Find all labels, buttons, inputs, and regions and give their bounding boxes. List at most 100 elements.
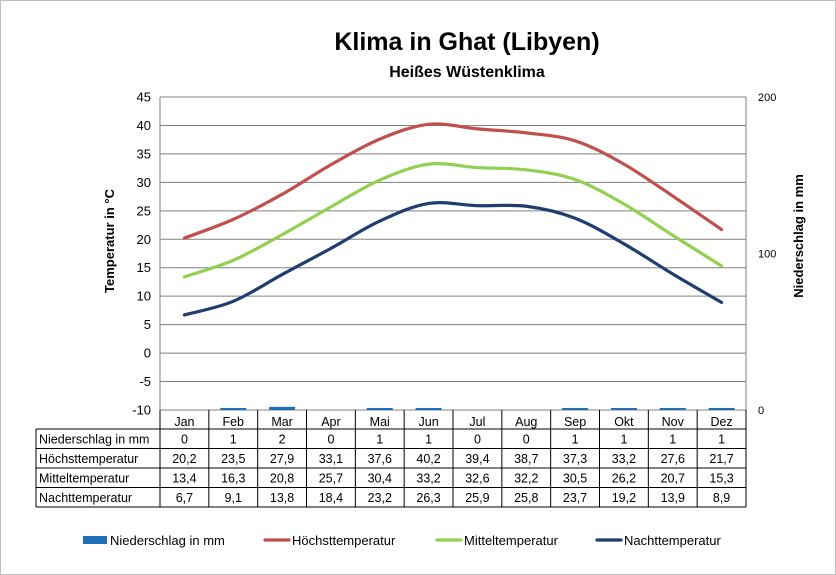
cell-hoechsttemperatur-jul: 39,4 bbox=[465, 452, 489, 466]
cell-hoechsttemperatur-apr: 33,1 bbox=[319, 452, 343, 466]
chart-subtitle: Heißes Wüstenklima bbox=[389, 64, 545, 81]
y-axis-label: Temperatur in °C bbox=[102, 188, 117, 293]
cell-niederschlag-in-mm-jul: 0 bbox=[474, 433, 481, 447]
cell-niederschlag-in-mm-mai: 1 bbox=[376, 433, 383, 447]
precipitation-bars bbox=[220, 406, 735, 410]
y-tick-label: 15 bbox=[137, 260, 151, 275]
cell-nachttemperatur-jun: 26,3 bbox=[416, 491, 440, 505]
y-tick-label: 20 bbox=[137, 232, 151, 247]
bar-sep bbox=[562, 408, 589, 410]
month-label-nov: Nov bbox=[662, 415, 685, 429]
cell-niederschlag-in-mm-nov: 1 bbox=[669, 433, 676, 447]
cell-niederschlag-in-mm-dez: 1 bbox=[718, 433, 725, 447]
bar-feb bbox=[220, 408, 247, 410]
month-label-aug: Aug bbox=[515, 415, 537, 429]
cell-mitteltemperatur-mar: 20,8 bbox=[270, 472, 294, 486]
temperature-lines bbox=[182, 122, 724, 317]
cell-hoechsttemperatur-jun: 40,2 bbox=[416, 452, 440, 466]
cell-nachttemperatur-jul: 25,9 bbox=[465, 491, 489, 505]
cell-nachttemperatur-nov: 13,9 bbox=[661, 491, 685, 505]
month-label-apr: Apr bbox=[321, 415, 340, 429]
cell-niederschlag-in-mm-apr: 0 bbox=[327, 433, 334, 447]
bar-mar bbox=[269, 406, 296, 410]
cell-hoechsttemperatur-mar: 27,9 bbox=[270, 452, 294, 466]
line-mitteltemperatur bbox=[182, 162, 724, 279]
month-label-dez: Dez bbox=[710, 415, 732, 429]
row-header-mitteltemperatur: Mitteltemperatur bbox=[39, 472, 129, 486]
month-label-jan: Jan bbox=[174, 415, 194, 429]
cell-nachttemperatur-mar: 13,8 bbox=[270, 491, 294, 505]
cell-mitteltemperatur-jun: 33,2 bbox=[416, 472, 440, 486]
cell-mitteltemperatur-dez: 15,3 bbox=[709, 472, 733, 486]
bar-jun bbox=[415, 408, 442, 410]
bar-dez bbox=[708, 408, 735, 410]
data-table: Jan Feb Mar Apr Mai Jun Jul Aug Sep Okt Nov Dez Nied… bbox=[35, 410, 747, 508]
cell-hoechsttemperatur-dez: 21,7 bbox=[709, 452, 733, 466]
month-label-mar: Mar bbox=[271, 415, 293, 429]
cell-hoechsttemperatur-nov: 27,6 bbox=[661, 452, 685, 466]
cell-hoechsttemperatur-feb: 23,5 bbox=[221, 452, 245, 466]
cell-mitteltemperatur-jan: 13,4 bbox=[172, 472, 196, 486]
bar-mai bbox=[366, 408, 393, 410]
cell-nachttemperatur-apr: 18,4 bbox=[319, 491, 343, 505]
legend-swatch-niederschlag-in-mm bbox=[83, 536, 107, 544]
line-hoechsttemperatur bbox=[182, 122, 724, 240]
cell-hoechsttemperatur-jan: 20,2 bbox=[172, 452, 196, 466]
y-tick-label: 25 bbox=[137, 203, 151, 218]
y-tick-label: 10 bbox=[137, 289, 151, 304]
y-tick-label: 40 bbox=[137, 118, 151, 133]
y-tick-label: 30 bbox=[137, 175, 151, 190]
y-tick-label: -5 bbox=[139, 374, 151, 389]
month-label-jul: Jul bbox=[469, 415, 485, 429]
cell-niederschlag-in-mm-mar: 2 bbox=[279, 433, 286, 447]
cell-mitteltemperatur-mai: 30,4 bbox=[368, 472, 392, 486]
y-tick-label: -10 bbox=[132, 403, 151, 418]
cell-hoechsttemperatur-okt: 33,2 bbox=[612, 452, 636, 466]
y-tick-label: 45 bbox=[137, 90, 151, 105]
cell-niederschlag-in-mm-sep: 1 bbox=[572, 433, 579, 447]
cell-niederschlag-in-mm-jan: 0 bbox=[181, 433, 188, 447]
cell-hoechsttemperatur-mai: 37,6 bbox=[368, 452, 392, 466]
month-label-okt: Okt bbox=[614, 415, 634, 429]
cell-niederschlag-in-mm-okt: 1 bbox=[620, 433, 627, 447]
cell-nachttemperatur-okt: 19,2 bbox=[612, 491, 636, 505]
y-tick-label: 35 bbox=[137, 146, 151, 161]
cell-nachttemperatur-aug: 25,8 bbox=[514, 491, 538, 505]
y2-tick-label: 100 bbox=[758, 249, 776, 261]
bar-okt bbox=[610, 408, 637, 410]
chart-title: Klima in Ghat (Libyen) bbox=[334, 28, 599, 56]
y2-axis-label: Niederschlag in mm bbox=[791, 174, 806, 298]
cell-hoechsttemperatur-sep: 37,3 bbox=[563, 452, 587, 466]
cell-mitteltemperatur-jul: 32,6 bbox=[465, 472, 489, 486]
y-tick-label: 0 bbox=[144, 346, 151, 361]
cell-mitteltemperatur-feb: 16,3 bbox=[221, 472, 245, 486]
cell-mitteltemperatur-sep: 30,5 bbox=[563, 472, 587, 486]
cell-hoechsttemperatur-aug: 38,7 bbox=[514, 452, 538, 466]
cell-nachttemperatur-feb: 9,1 bbox=[225, 491, 242, 505]
row-header-hoechsttemperatur: Höchsttemperatur bbox=[39, 452, 138, 466]
row-header-nachttemperatur: Nachttemperatur bbox=[39, 491, 132, 505]
bar-nov bbox=[659, 408, 686, 410]
month-label-sep: Sep bbox=[564, 415, 586, 429]
legend-label-nachttemperatur: Nachttemperatur bbox=[624, 533, 721, 548]
month-label-jun: Jun bbox=[419, 415, 439, 429]
y2-tick-label: 200 bbox=[758, 92, 776, 104]
y-axis-ticks: 45 40 35 30 25 20 15 10 5 0 -5 -10 bbox=[132, 90, 151, 418]
line-nachttemperatur bbox=[182, 201, 724, 317]
cell-mitteltemperatur-nov: 20,7 bbox=[661, 472, 685, 486]
cell-nachttemperatur-mai: 23,2 bbox=[368, 491, 392, 505]
cell-niederschlag-in-mm-jun: 1 bbox=[425, 433, 432, 447]
legend-label-niederschlag-in-mm: Niederschlag in mm bbox=[110, 533, 225, 548]
cell-nachttemperatur-jan: 6,7 bbox=[176, 491, 193, 505]
cell-niederschlag-in-mm-aug: 0 bbox=[523, 433, 530, 447]
y-tick-label: 5 bbox=[144, 317, 151, 332]
cell-nachttemperatur-dez: 8,9 bbox=[713, 491, 730, 505]
month-label-mai: Mai bbox=[370, 415, 390, 429]
legend-label-hoechsttemperatur: Höchsttemperatur bbox=[292, 533, 396, 548]
y2-tick-label: 0 bbox=[758, 405, 764, 417]
cell-nachttemperatur-sep: 23,7 bbox=[563, 491, 587, 505]
legend: Niederschlag in mm Höchsttemperatur Mittel… bbox=[83, 533, 721, 548]
row-header-niederschlag-in-mm: Niederschlag in mm bbox=[39, 433, 149, 447]
cell-mitteltemperatur-aug: 32,2 bbox=[514, 472, 538, 486]
